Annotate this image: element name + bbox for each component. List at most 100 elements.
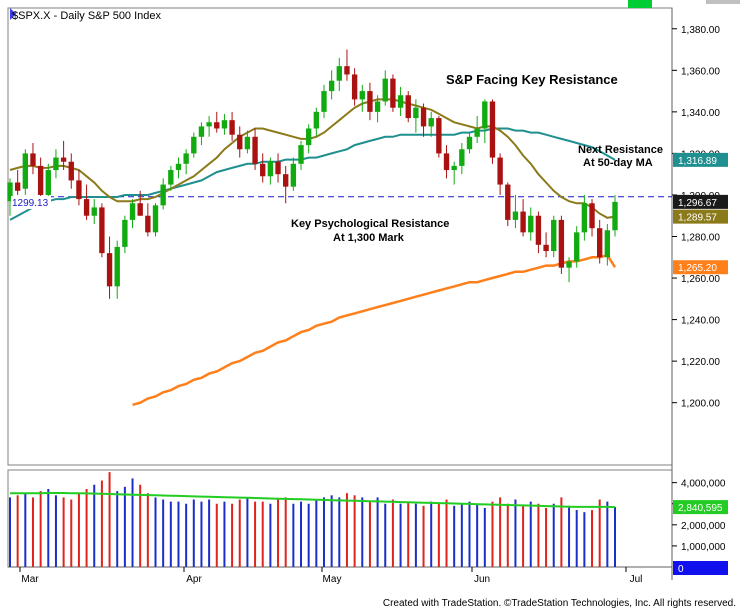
- candle-down: [497, 157, 503, 185]
- price-tick-label: 1,280.00: [681, 233, 720, 244]
- dashed-level-label: 1299.13: [12, 198, 49, 209]
- volume-bar: [499, 497, 502, 567]
- volume-bar: [399, 503, 402, 567]
- candle-up: [244, 136, 251, 150]
- candle-down: [76, 180, 82, 200]
- volume-bar: [514, 499, 517, 567]
- candle-up: [459, 149, 465, 166]
- volume-bar: [169, 501, 172, 567]
- candle-down: [30, 153, 36, 166]
- volume-bar: [614, 507, 616, 567]
- candle-up: [428, 118, 434, 127]
- candle-up: [191, 136, 197, 154]
- volume-bar: [39, 491, 42, 567]
- candle-down: [83, 199, 90, 216]
- volume-bar: [345, 493, 348, 567]
- price-tag-1-box: [673, 194, 728, 209]
- price-tag-0-box: [673, 152, 728, 167]
- volume-bar: [322, 497, 325, 567]
- volume-bar: [62, 497, 65, 567]
- time-tick-label: Jul: [630, 574, 643, 585]
- volume-tick-label: 2,000,000: [681, 521, 726, 532]
- volume-bar: [460, 503, 463, 567]
- candle-up: [290, 163, 297, 187]
- candle-up: [321, 91, 327, 112]
- candle-up: [129, 203, 136, 220]
- price-tag-3: 1,265.20: [678, 263, 717, 274]
- candle-down: [535, 215, 542, 245]
- volume-bar: [300, 501, 303, 567]
- candle-down: [68, 161, 74, 181]
- candle-down: [283, 174, 289, 187]
- volume-bar: [9, 497, 11, 567]
- window-edge: [706, 0, 740, 4]
- volume-bars: [9, 472, 616, 567]
- candle-up: [566, 261, 572, 268]
- candle-down: [390, 78, 396, 108]
- volume-bar: [529, 501, 532, 567]
- volume-bar: [77, 493, 80, 567]
- volume-bar: [598, 499, 601, 567]
- time-tick-label: Mar: [21, 574, 39, 585]
- volume-bar: [24, 493, 27, 567]
- candle-up: [183, 153, 189, 164]
- volume-bar: [591, 510, 594, 567]
- time-tick-label: Jun: [474, 574, 490, 585]
- candle-up: [374, 101, 381, 112]
- volume-bar: [131, 478, 134, 567]
- dashed-label-box: [11, 196, 51, 209]
- candle-up: [267, 161, 274, 177]
- volume-bar: [368, 501, 371, 567]
- volume-bar: [208, 499, 211, 567]
- volume-bar: [192, 499, 195, 567]
- volume-bar: [231, 503, 234, 567]
- candle-up: [413, 107, 419, 119]
- candle-up: [328, 80, 335, 92]
- candle-down: [351, 74, 358, 100]
- price-tick-label: 1,200.00: [681, 399, 720, 410]
- price-tags: 1,316.89 1,296.67 1,289.57 1,265.20 2,840,59…: [673, 152, 728, 575]
- annotation-key-resistance-1: Key Psychological Resistance: [291, 218, 449, 230]
- volume-zero-tag: 0: [678, 564, 684, 575]
- candle-down: [260, 163, 266, 177]
- candle-up: [612, 201, 618, 231]
- candle-up: [53, 157, 59, 171]
- candle-down: [436, 118, 442, 154]
- volume-bar: [522, 505, 525, 567]
- volume-bar: [123, 486, 126, 567]
- candle-down: [14, 182, 21, 191]
- candle-up: [466, 136, 473, 150]
- volume-bar: [506, 503, 509, 567]
- volume-bar: [545, 507, 548, 567]
- candle-up: [305, 128, 312, 146]
- volume-bar: [292, 503, 295, 567]
- candle-down: [99, 207, 105, 254]
- candle-down: [489, 101, 496, 158]
- volume-bar: [146, 493, 149, 567]
- volume-bar: [552, 503, 555, 567]
- price-tag-3-box: [673, 260, 728, 275]
- candle-down: [505, 184, 511, 220]
- candle-up: [382, 78, 388, 102]
- volume-bar: [47, 488, 50, 567]
- volume-bar: [54, 495, 57, 567]
- footer-credit: Created with TradeStation. ©TradeStation…: [383, 598, 736, 609]
- candle-up: [574, 232, 580, 262]
- volume-bar: [437, 503, 440, 567]
- volume-bar: [330, 495, 333, 567]
- volume-bar: [468, 501, 471, 567]
- pane-marker-icon: [10, 8, 16, 20]
- volume-bar: [116, 491, 119, 567]
- annotation-key-resistance-2: At 1,300 Mark: [333, 232, 405, 244]
- candle-down: [106, 253, 113, 287]
- volume-bar: [583, 512, 586, 567]
- volume-zero-tag-box: [673, 561, 728, 575]
- volume-bar: [284, 497, 287, 567]
- ma200-line: [132, 253, 617, 407]
- candle-up: [359, 91, 365, 100]
- candle-up: [298, 145, 304, 164]
- candle-down: [344, 66, 350, 75]
- candle-down: [145, 215, 151, 233]
- volume-bar: [453, 505, 456, 567]
